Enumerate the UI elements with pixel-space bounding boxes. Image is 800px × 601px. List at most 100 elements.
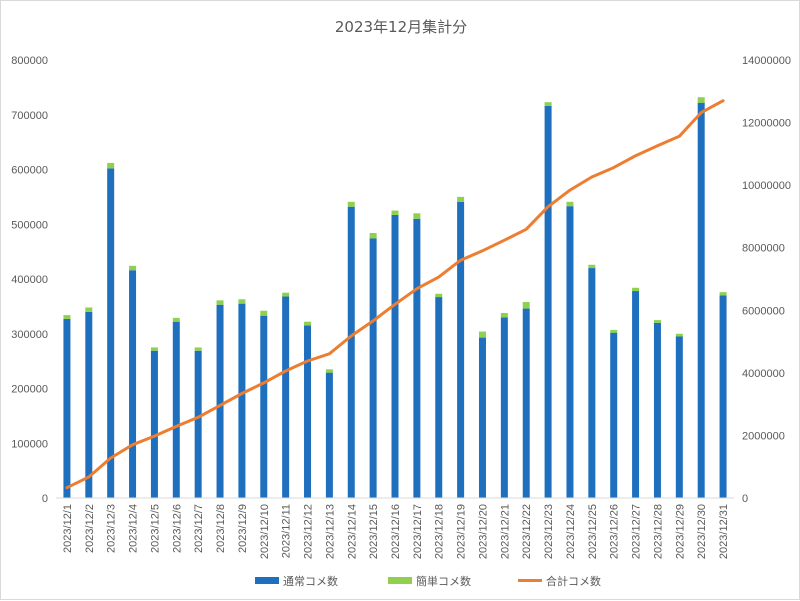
x-axis-ticks: 2023/12/1 2023/12/2 2023/12/3 2023/12/4 2023… <box>62 504 730 559</box>
bar-simple-comments <box>194 347 202 351</box>
bar-simple-comments <box>435 293 443 298</box>
bar-normal-comments <box>435 297 443 498</box>
bar-simple-comments <box>238 299 246 304</box>
chart-title: 2023年12月集計分 <box>335 18 467 36</box>
left-axis-tick-label: 200000 <box>11 384 48 396</box>
bar-simple-comments <box>150 347 158 351</box>
x-axis-tick-label: 2023/12/19 <box>456 504 468 559</box>
legend-label: 簡単コメ数 <box>416 574 471 588</box>
bar-normal-comments <box>216 304 224 498</box>
bar-simple-comments <box>391 210 399 215</box>
bar-normal-comments <box>304 325 312 498</box>
x-axis-tick-label: 2023/12/22 <box>521 504 533 559</box>
x-axis-tick-label: 2023/12/28 <box>652 504 664 559</box>
bar-simple-comments <box>216 300 224 305</box>
x-axis-tick-label: 2023/12/15 <box>368 504 380 559</box>
bar-simple-comments <box>457 196 465 202</box>
x-axis-tick-label: 2023/12/1 <box>62 504 74 553</box>
bar-simple-comments <box>675 333 683 337</box>
x-axis-tick-label: 2023/12/29 <box>674 504 686 559</box>
x-axis-tick-label: 2023/12/30 <box>696 504 708 559</box>
x-axis-tick-label: 2023/12/8 <box>215 504 227 553</box>
bar-normal-comments <box>194 350 202 498</box>
bar-simple-comments <box>85 307 93 312</box>
bar-normal-comments <box>544 105 552 499</box>
left-axis-tick-label: 500000 <box>11 219 48 231</box>
bar-simple-comments <box>478 331 486 338</box>
bar-simple-comments <box>719 292 727 296</box>
bar-normal-comments <box>588 268 596 498</box>
right-axis-tick-label: 0 <box>742 493 748 505</box>
bar-normal-comments <box>719 295 727 498</box>
bar-simple-comments <box>697 97 705 103</box>
bar-normal-comments <box>522 308 530 498</box>
legend-label: 通常コメ数 <box>283 575 338 588</box>
bar-normal-comments <box>478 337 486 498</box>
bar-normal-comments <box>457 201 465 499</box>
legend-swatch <box>255 577 279 584</box>
legend-swatch <box>388 577 412 584</box>
bar-simple-comments <box>325 369 333 373</box>
left-axis-tick-label: 600000 <box>11 165 48 177</box>
bar-normal-comments <box>566 206 574 498</box>
x-axis-tick-label: 2023/12/25 <box>587 504 599 559</box>
left-axis-tick-label: 400000 <box>11 274 48 286</box>
bar-normal-comments <box>675 336 683 498</box>
x-axis-tick-label: 2023/12/24 <box>565 504 577 559</box>
bar-simple-comments <box>500 312 508 318</box>
bar-normal-comments <box>610 332 618 498</box>
left-axis-ticks: 0 100000 200000 300000 400000 500000 600000 700… <box>11 55 48 505</box>
x-axis-tick-label: 2023/12/7 <box>193 504 205 553</box>
bar-simple-comments <box>566 201 574 207</box>
bar-normal-comments <box>391 214 399 498</box>
bar-simple-comments <box>63 315 71 319</box>
x-axis-tick-label: 2023/12/9 <box>237 504 249 553</box>
x-axis-tick-label: 2023/12/18 <box>434 504 446 559</box>
left-axis-tick-label: 100000 <box>11 438 48 450</box>
legend-label: 合計コメ数 <box>546 574 601 588</box>
bar-normal-comments <box>85 311 93 498</box>
x-axis-tick-label: 2023/12/27 <box>631 504 643 559</box>
bar-simple-comments <box>172 317 180 322</box>
right-axis-tick-label: 14000000 <box>742 55 791 67</box>
bar-simple-comments <box>588 264 596 269</box>
bar-simple-comments <box>369 233 377 239</box>
bar-simple-comments <box>522 301 530 309</box>
bar-simple-comments <box>610 329 618 333</box>
right-axis-tick-label: 4000000 <box>742 368 785 380</box>
bar-normal-comments <box>63 318 71 498</box>
x-axis-tick-label: 2023/12/12 <box>303 504 315 559</box>
legend: 通常コメ数 簡単コメ数 合計コメ数 <box>255 574 601 588</box>
bar-normal-comments <box>172 321 180 498</box>
x-axis-tick-label: 2023/12/3 <box>106 504 118 553</box>
bar-normal-comments <box>129 270 137 498</box>
left-axis-tick-label: 700000 <box>11 110 48 122</box>
x-axis-tick-label: 2023/12/11 <box>281 504 293 558</box>
right-axis-tick-label: 8000000 <box>742 243 785 255</box>
x-axis-tick-label: 2023/12/17 <box>412 504 424 559</box>
x-axis-tick-label: 2023/12/14 <box>346 504 358 559</box>
bar-normal-comments <box>238 303 246 498</box>
bar-normal-comments <box>150 350 158 498</box>
bar-normal-comments <box>500 317 508 498</box>
right-axis-tick-label: 12000000 <box>742 118 791 130</box>
bar-normal-comments <box>282 296 290 498</box>
bar-simple-comments <box>632 287 640 292</box>
x-axis-tick-label: 2023/12/5 <box>149 504 161 553</box>
bar-normal-comments <box>632 291 640 498</box>
x-axis-tick-label: 2023/12/21 <box>499 504 511 559</box>
bar-simple-comments <box>304 321 312 326</box>
bar-simple-comments <box>282 292 290 297</box>
bar-simple-comments <box>260 310 268 316</box>
bar-normal-comments <box>325 372 333 498</box>
x-axis-tick-label: 2023/12/26 <box>609 504 621 559</box>
x-axis-tick-label: 2023/12/16 <box>390 504 402 559</box>
right-axis-tick-label: 6000000 <box>742 305 785 317</box>
bar-simple-comments <box>347 201 355 207</box>
x-axis-tick-label: 2023/12/2 <box>84 504 96 553</box>
right-axis-tick-label: 10000000 <box>742 180 791 192</box>
bar-simple-comments <box>413 213 421 219</box>
line-layer <box>65 99 725 490</box>
